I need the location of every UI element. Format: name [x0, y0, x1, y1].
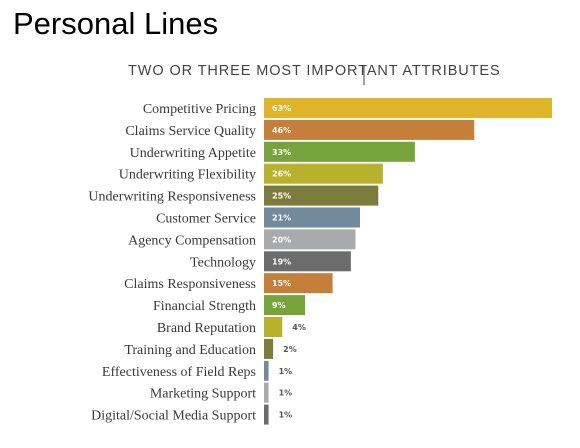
category-label-3: Underwriting Flexibility: [119, 168, 256, 183]
bar-3: [264, 163, 383, 184]
bar-6: [264, 229, 356, 250]
category-label-2: Underwriting Appetite: [130, 146, 256, 161]
bar-11: [264, 338, 274, 359]
category-label-8: Claims Responsiveness: [124, 277, 256, 292]
bar-0: [264, 98, 552, 118]
bar-9: [264, 295, 306, 316]
value-label-9: 9%: [272, 301, 286, 310]
value-label-3: 26%: [272, 170, 291, 179]
category-label-12: Effectiveness of Field Reps: [102, 365, 256, 380]
value-label-13: 1%: [279, 389, 293, 398]
category-label-6: Agency Compensation: [128, 233, 256, 248]
category-label-1: Claims Service Quality: [125, 124, 256, 139]
category-label-10: Brand Reputation: [157, 321, 256, 336]
category-label-4: Underwriting Responsiveness: [88, 190, 256, 205]
value-label-4: 25%: [272, 192, 291, 201]
page-title: Personal Lines: [13, 6, 219, 41]
value-label-10: 4%: [292, 323, 306, 332]
bar-8: [264, 273, 333, 294]
category-label-9: Financial Strength: [153, 299, 256, 314]
value-label-6: 20%: [272, 235, 291, 244]
value-label-0: 63%: [272, 104, 291, 113]
value-label-12: 1%: [279, 367, 293, 376]
value-label-11: 2%: [283, 345, 297, 354]
bar-12: [264, 360, 269, 381]
value-label-5: 21%: [272, 214, 291, 223]
bar-2: [264, 141, 415, 162]
bar-14: [264, 404, 269, 425]
category-label-14: Digital/Social Media Support: [91, 409, 256, 424]
value-label-8: 15%: [272, 279, 291, 288]
category-label-5: Customer Service: [156, 212, 256, 227]
bars-group: Competitive Pricing 63% Claims Service Qua…: [88, 98, 552, 425]
value-label-1: 46%: [272, 126, 291, 135]
bar-7: [264, 251, 351, 272]
bar-4: [264, 185, 379, 206]
bar-5: [264, 207, 360, 228]
category-label-13: Marketing Support: [150, 387, 256, 402]
category-label-11: Training and Education: [124, 343, 256, 358]
value-label-14: 1%: [279, 411, 293, 420]
chart-title: TWO OR THREE MOST IMPORTANT ATTRIBUTES: [128, 63, 501, 79]
bar-1: [264, 119, 475, 140]
value-label-7: 19%: [272, 257, 291, 266]
bar-13: [264, 382, 269, 403]
category-label-7: Technology: [190, 255, 256, 270]
category-label-0: Competitive Pricing: [143, 102, 256, 117]
bar-10: [264, 317, 283, 337]
value-label-2: 33%: [272, 148, 291, 157]
